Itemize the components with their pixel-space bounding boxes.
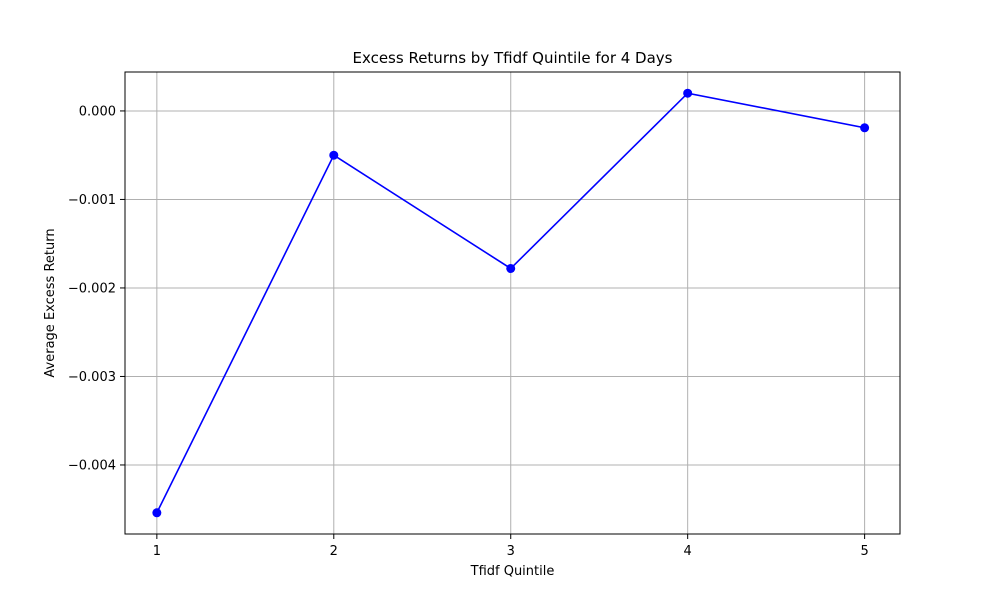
data-point [683,88,693,98]
x-tick-label: 3 [507,544,515,559]
y-tick-label: 0.000 [79,104,116,119]
x-tick-label: 1 [153,544,161,559]
chart-title: Excess Returns by Tfidf Quintile for 4 D… [352,49,672,67]
y-tick-label: −0.004 [68,458,116,473]
grid [125,72,900,534]
axis-ticks: 1 2 3 4 5 0.000 −0.001 −0.002 −0.003 −0.004 [68,104,869,559]
y-tick-label: −0.002 [68,281,116,296]
x-axis-label: Tfidf Quintile [470,564,555,579]
x-tick-label: 5 [860,544,868,559]
plot-frame [124,71,901,535]
x-tick-label: 4 [684,544,692,559]
y-axis-label: Average Excess Return [43,228,58,377]
y-tick-label: −0.001 [68,193,116,208]
data-point [506,263,516,273]
y-tick-label: −0.003 [68,370,116,385]
data-point [860,123,870,133]
data-point [329,150,339,160]
data-point [152,508,162,518]
x-tick-label: 2 [330,544,338,559]
series-layer [152,88,870,518]
